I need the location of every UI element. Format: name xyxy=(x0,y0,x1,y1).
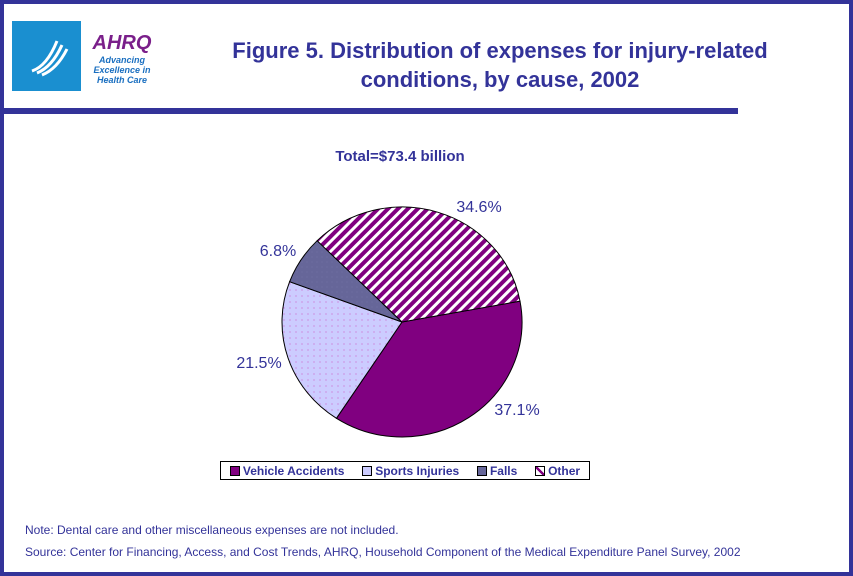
legend-item-vehicle-accidents: Vehicle Accidents xyxy=(229,463,345,478)
pie-slice-sports-injuries xyxy=(281,281,403,419)
legend-swatch xyxy=(229,465,240,476)
svg-text:Health Care: Health Care xyxy=(97,75,147,85)
title-line-2: conditions, by cause, 2002 xyxy=(360,67,640,92)
ahrq-logo: AHRQ Advancing Excellence in Health Care xyxy=(12,21,162,91)
title-line-1: Figure 5. Distribution of expenses for i… xyxy=(232,38,768,63)
label-other: 34.6% xyxy=(456,199,501,216)
footnote: Note: Dental care and other miscellaneou… xyxy=(25,523,399,537)
label-vehicle-accidents: 37.1% xyxy=(494,402,539,419)
legend-label: Vehicle Accidents xyxy=(242,463,345,478)
legend-label: Falls xyxy=(489,463,518,478)
label-falls: 6.8% xyxy=(260,243,296,260)
label-sports-injuries: 21.5% xyxy=(236,355,281,372)
source-note: Source: Center for Financing, Access, an… xyxy=(25,545,741,559)
svg-text:Advancing: Advancing xyxy=(98,55,146,65)
page-title: Figure 5. Distribution of expenses for i… xyxy=(180,36,820,94)
svg-text:AHRQ: AHRQ xyxy=(92,32,152,54)
legend-item-other: Other xyxy=(535,464,580,478)
pie-slice-other xyxy=(316,206,521,323)
legend-item-sports-injuries: Sports Injuries xyxy=(362,464,459,478)
svg-text:Excellence in: Excellence in xyxy=(93,65,151,75)
legend-item-falls: Falls xyxy=(476,463,518,478)
chart-subtitle: Total=$73.4 billion xyxy=(335,148,465,165)
legend-swatch xyxy=(535,465,546,476)
legend-label: Sports Injuries xyxy=(375,463,460,478)
pie-slice-vehicle-accidents xyxy=(335,300,523,438)
legend-swatch xyxy=(362,465,373,476)
legend-label: Other xyxy=(548,463,581,478)
legend: Vehicle Accidents Sports Injuries Falls … xyxy=(220,461,590,480)
legend-swatch xyxy=(476,465,487,476)
header-divider xyxy=(4,108,738,114)
